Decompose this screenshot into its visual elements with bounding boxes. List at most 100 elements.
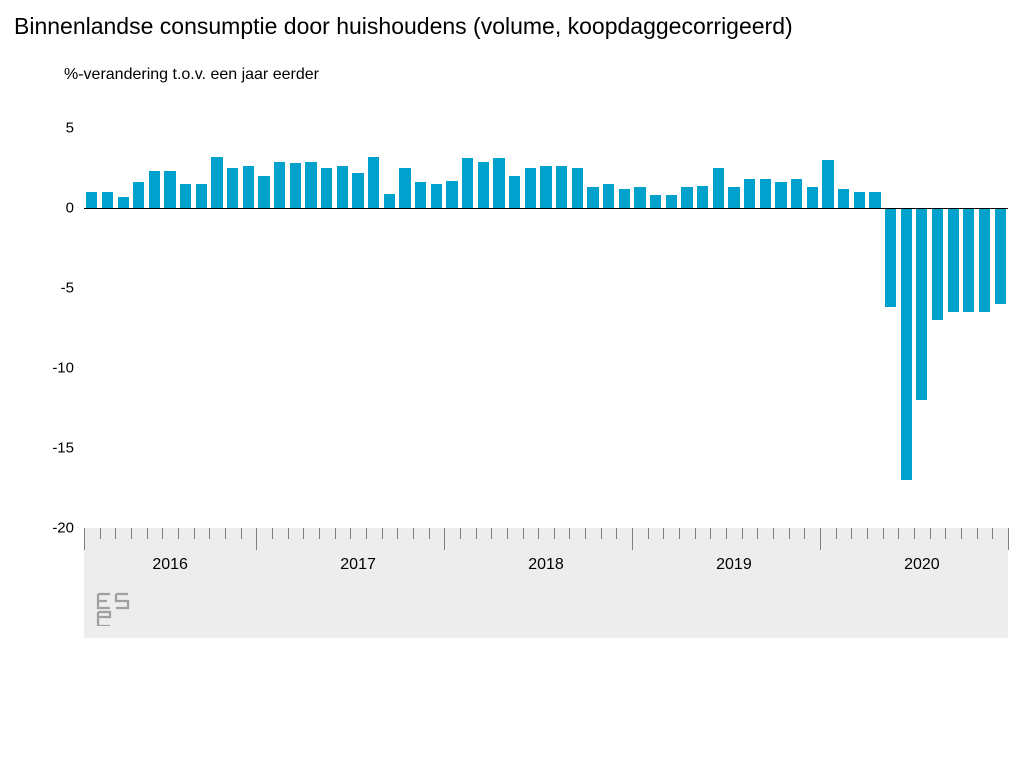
x-tick-minor: [867, 528, 868, 539]
x-tick-minor: [851, 528, 852, 539]
bar: [619, 189, 630, 208]
x-tick-minor: [961, 528, 962, 539]
bar: [305, 162, 316, 208]
bar: [352, 173, 363, 208]
x-tick-minor: [523, 528, 524, 539]
bar: [995, 208, 1006, 304]
x-tick-minor: [319, 528, 320, 539]
bar: [728, 187, 739, 208]
bar: [744, 179, 755, 208]
x-tick-minor: [100, 528, 101, 539]
x-tick-minor: [162, 528, 163, 539]
x-tick-minor: [977, 528, 978, 539]
bar: [603, 184, 614, 208]
bar: [493, 158, 504, 208]
x-tick-minor: [616, 528, 617, 539]
x-tick-minor: [491, 528, 492, 539]
x-tick-minor: [476, 528, 477, 539]
bar: [243, 166, 254, 208]
x-tick-minor: [773, 528, 774, 539]
bar: [556, 166, 567, 208]
bar: [587, 187, 598, 208]
x-tick-minor: [194, 528, 195, 539]
x-tick-major: [1008, 528, 1009, 550]
bar: [650, 195, 661, 208]
x-tick-minor: [945, 528, 946, 539]
x-tick-minor: [836, 528, 837, 539]
bar: [916, 208, 927, 400]
bar: [681, 187, 692, 208]
bar: [666, 195, 677, 208]
x-tick-minor: [131, 528, 132, 539]
x-tick-minor: [648, 528, 649, 539]
bar: [258, 176, 269, 208]
x-tick-minor: [288, 528, 289, 539]
x-year-label: 2019: [716, 556, 752, 574]
x-tick-minor: [272, 528, 273, 539]
x-tick-minor: [303, 528, 304, 539]
bar: [399, 168, 410, 208]
x-tick-minor: [413, 528, 414, 539]
bar: [86, 192, 97, 208]
bar: [509, 176, 520, 208]
x-tick-minor: [898, 528, 899, 539]
x-tick-minor: [507, 528, 508, 539]
bar: [180, 184, 191, 208]
x-tick-minor: [225, 528, 226, 539]
bar: [760, 179, 771, 208]
x-tick-minor: [914, 528, 915, 539]
chart-title: Binnenlandse consumptie door huishoudens…: [0, 0, 1024, 42]
x-tick-minor: [241, 528, 242, 539]
x-tick-minor: [209, 528, 210, 539]
y-tick-label: 5: [66, 120, 74, 137]
x-tick-minor: [554, 528, 555, 539]
bar: [838, 189, 849, 208]
bar: [572, 168, 583, 208]
x-tick-minor: [350, 528, 351, 539]
bar: [979, 208, 990, 312]
bar: [869, 192, 880, 208]
bar: [854, 192, 865, 208]
bar: [227, 168, 238, 208]
x-tick-major: [256, 528, 257, 550]
x-tick-minor: [757, 528, 758, 539]
bar: [948, 208, 959, 312]
bar: [337, 166, 348, 208]
bar: [901, 208, 912, 480]
chart-container: 20162017201820192020 50-5-10-15-20: [48, 128, 1008, 638]
x-tick-minor: [147, 528, 148, 539]
bar: [462, 158, 473, 208]
cbs-logo: [96, 592, 132, 626]
x-tick-minor: [178, 528, 179, 539]
bar: [118, 197, 129, 208]
y-tick-label: -10: [52, 360, 74, 377]
bar: [274, 162, 285, 208]
x-year-label: 2016: [152, 556, 188, 574]
bar: [885, 208, 896, 307]
bar: [368, 157, 379, 208]
bar: [634, 187, 645, 208]
bar: [133, 182, 144, 208]
x-tick-minor: [460, 528, 461, 539]
bar: [164, 171, 175, 208]
bar: [415, 182, 426, 208]
bar: [321, 168, 332, 208]
chart-subtitle: %-verandering t.o.v. een jaar eerder: [0, 42, 1024, 84]
x-tick-minor: [883, 528, 884, 539]
y-tick-label: -15: [52, 440, 74, 457]
bar: [963, 208, 974, 312]
x-tick-minor: [804, 528, 805, 539]
x-tick-minor: [366, 528, 367, 539]
x-tick-minor: [585, 528, 586, 539]
x-tick-minor: [679, 528, 680, 539]
zero-baseline: [84, 208, 1008, 209]
x-tick-minor: [992, 528, 993, 539]
x-tick-minor: [429, 528, 430, 539]
x-tick-major: [444, 528, 445, 550]
x-tick-minor: [601, 528, 602, 539]
x-tick-minor: [335, 528, 336, 539]
bar: [713, 168, 724, 208]
bar: [775, 182, 786, 208]
x-axis-band: 20162017201820192020: [84, 528, 1008, 638]
x-year-label: 2020: [904, 556, 940, 574]
